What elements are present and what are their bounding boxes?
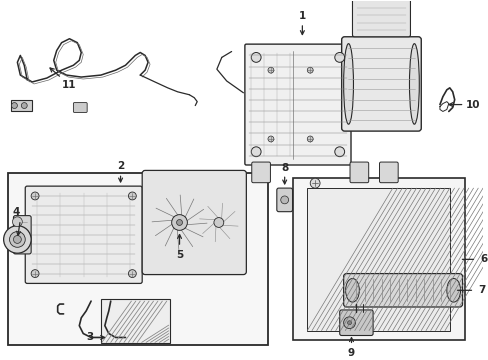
Bar [7, 174, 267, 345]
Circle shape [280, 196, 288, 204]
Bar [292, 178, 464, 341]
FancyBboxPatch shape [142, 170, 246, 275]
Circle shape [251, 147, 261, 157]
FancyBboxPatch shape [14, 216, 31, 254]
Ellipse shape [446, 279, 460, 302]
FancyBboxPatch shape [341, 37, 420, 131]
Text: 10: 10 [465, 100, 480, 109]
Text: 2: 2 [117, 162, 124, 171]
Circle shape [343, 317, 355, 329]
Circle shape [334, 147, 344, 157]
Circle shape [14, 235, 21, 243]
Circle shape [31, 270, 39, 278]
FancyBboxPatch shape [25, 186, 142, 283]
Text: 4: 4 [13, 207, 20, 217]
Circle shape [267, 136, 273, 142]
Circle shape [3, 226, 31, 253]
Text: 5: 5 [176, 250, 183, 260]
Circle shape [267, 67, 273, 73]
Circle shape [31, 192, 39, 200]
Text: 1: 1 [298, 11, 305, 21]
Circle shape [306, 136, 312, 142]
Circle shape [309, 178, 320, 188]
FancyBboxPatch shape [352, 0, 409, 37]
FancyBboxPatch shape [343, 274, 462, 307]
Circle shape [334, 53, 344, 62]
Circle shape [251, 53, 261, 62]
Bar [10, 100, 32, 112]
Text: 7: 7 [478, 285, 485, 295]
Circle shape [306, 67, 312, 73]
Ellipse shape [345, 279, 359, 302]
Circle shape [128, 192, 136, 200]
Text: 8: 8 [281, 163, 288, 174]
FancyBboxPatch shape [379, 162, 397, 183]
FancyBboxPatch shape [349, 162, 368, 183]
Text: 11: 11 [62, 80, 77, 90]
Bar [306, 188, 449, 330]
FancyBboxPatch shape [251, 162, 270, 183]
Circle shape [12, 103, 18, 108]
Circle shape [171, 215, 187, 230]
Bar [101, 299, 169, 343]
Circle shape [13, 217, 22, 227]
Circle shape [176, 220, 182, 225]
Circle shape [128, 270, 136, 278]
FancyBboxPatch shape [276, 188, 292, 212]
FancyBboxPatch shape [244, 44, 350, 165]
Ellipse shape [343, 44, 353, 124]
Circle shape [347, 321, 351, 325]
Ellipse shape [408, 44, 418, 124]
FancyBboxPatch shape [73, 103, 87, 112]
FancyBboxPatch shape [339, 310, 372, 336]
Text: 6: 6 [480, 255, 487, 264]
Circle shape [9, 231, 25, 247]
Text: 9: 9 [347, 348, 354, 358]
Circle shape [213, 217, 224, 228]
Circle shape [21, 103, 27, 108]
Text: 3: 3 [86, 333, 94, 342]
